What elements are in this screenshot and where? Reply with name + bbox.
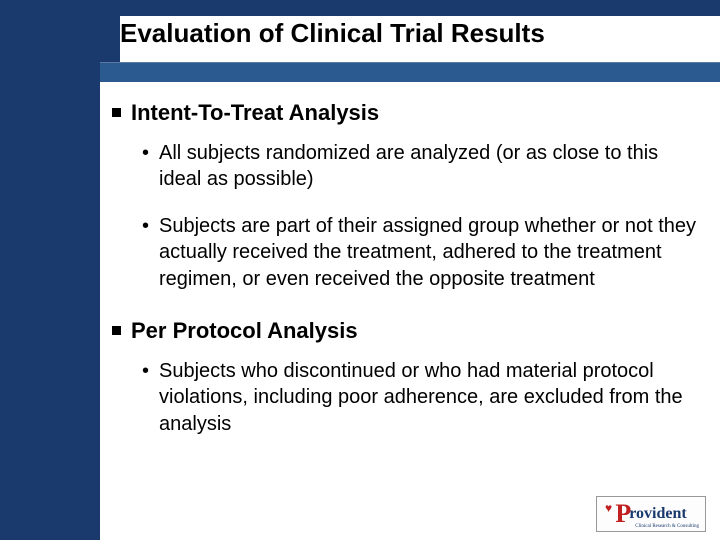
list-item-text: All subjects randomized are analyzed (or… [159, 140, 702, 193]
bullet-icon: • [142, 213, 149, 292]
logo-sub: Clinical Research & Consulting [635, 524, 699, 529]
provident-logo: ♥ P rovident Clinical Research & Consult… [596, 496, 706, 532]
heart-icon: ♥ [605, 501, 612, 516]
section-heading-2: Per Protocol Analysis [112, 318, 702, 344]
section-heading-1-text: Intent-To-Treat Analysis [131, 100, 379, 126]
square-bullet-icon [112, 108, 121, 117]
bullet-icon: • [142, 140, 149, 193]
logo-word: rovident [629, 505, 686, 523]
content-area: Intent-To-Treat Analysis • All subjects … [112, 100, 702, 463]
logo-letter: P [615, 499, 631, 529]
list-item: • Subjects are part of their assigned gr… [142, 213, 702, 292]
list-item: • All subjects randomized are analyzed (… [142, 140, 702, 193]
list-item: • Subjects who discontinued or who had m… [142, 358, 702, 437]
sub-list-1: • All subjects randomized are analyzed (… [142, 140, 702, 292]
section-heading-2-text: Per Protocol Analysis [131, 318, 358, 344]
list-item-text: Subjects are part of their assigned grou… [159, 213, 702, 292]
list-item-text: Subjects who discontinued or who had mat… [159, 358, 702, 437]
accent-bar [100, 62, 720, 82]
section-heading-1: Intent-To-Treat Analysis [112, 100, 702, 126]
bullet-icon: • [142, 358, 149, 437]
sub-list-2: • Subjects who discontinued or who had m… [142, 358, 702, 437]
slide-title: Evaluation of Clinical Trial Results [120, 18, 545, 49]
square-bullet-icon [112, 326, 121, 335]
left-band [0, 0, 100, 540]
